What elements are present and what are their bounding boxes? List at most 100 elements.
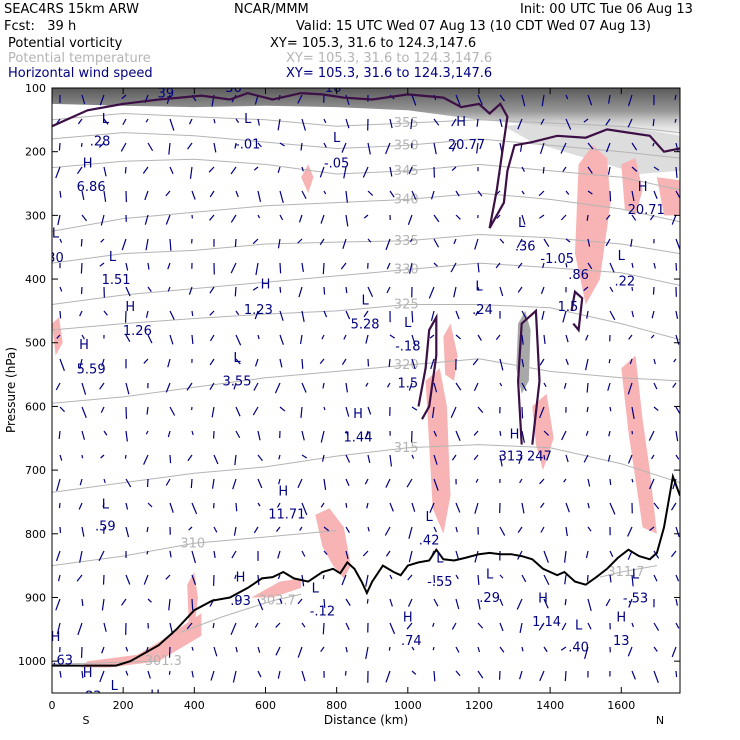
pv-label: H: [79, 338, 89, 353]
wind-vector: [279, 334, 284, 345]
wind-vector: [543, 238, 550, 247]
x-axis-title: Distance (km): [324, 713, 408, 727]
wind-vector: [342, 238, 347, 249]
wind-vector: [543, 598, 549, 609]
forecast-hour: Fcst: 39 h: [4, 19, 77, 34]
wind-vector: [499, 358, 504, 371]
pv-label: .40: [568, 641, 589, 656]
wind-vector: [564, 670, 567, 682]
pv-label: H: [638, 180, 648, 195]
wind-vector: [79, 358, 83, 370]
pv-label: -.01: [235, 138, 260, 153]
wind-speed-shade-12: [251, 578, 302, 598]
wind-vector: [257, 190, 262, 202]
wind-vector: [586, 214, 589, 221]
wind-vector: [587, 94, 593, 106]
x-tick-label: 1600: [607, 699, 635, 712]
theta-label-335: 335: [394, 234, 419, 249]
wind-vector: [165, 478, 171, 486]
wind-vector: [125, 334, 131, 343]
wind-vector: [653, 262, 656, 269]
wind-vector: [516, 598, 523, 610]
wind-vector: [233, 382, 237, 390]
wind-vector: [232, 478, 237, 490]
wind-vector: [564, 598, 567, 606]
wind-vector: [411, 502, 416, 512]
wind-vector: [385, 550, 391, 557]
wind-vector: [80, 238, 83, 247]
wind-vector: [517, 262, 523, 269]
wind-vector: [499, 526, 506, 536]
theta-contour-350: [52, 132, 680, 159]
wind-vector: [125, 526, 130, 538]
wind-vector: [519, 622, 523, 634]
wind-vector: [191, 310, 194, 317]
wind-vector: [362, 550, 369, 557]
wind-vector: [367, 526, 370, 532]
wind-vector: [653, 502, 660, 510]
y-tick-label: 600: [25, 400, 46, 413]
wind-vector: [455, 574, 459, 580]
wind-vector: [147, 598, 152, 603]
wind-vector: [231, 550, 237, 559]
wind-vector: [277, 118, 281, 131]
pv-label: H: [403, 611, 413, 626]
wind-vector: [474, 502, 479, 514]
theta-contour-325: [52, 304, 680, 341]
wind-vector: [477, 622, 484, 629]
wind-vector: [301, 550, 306, 557]
wind-vector: [433, 238, 440, 248]
wind-vector: [169, 166, 174, 174]
wind-vector: [584, 646, 589, 660]
wind-vector: [476, 142, 479, 154]
pv-label: H: [353, 407, 363, 422]
wind-vector: [301, 166, 304, 172]
wind-vector: [451, 622, 457, 630]
wind-vector: [389, 454, 393, 467]
wind-vector: [81, 670, 84, 679]
pv-shading-column: [516, 310, 531, 394]
wind-vector: [451, 454, 457, 461]
wind-vector: [252, 238, 259, 245]
wind-vector: [499, 598, 504, 606]
wind-vector: [406, 478, 413, 488]
wind-vector: [55, 550, 61, 562]
wind-vector: [389, 574, 393, 580]
theta-label-301.3: 301.3: [145, 654, 182, 669]
wind-vector: [450, 406, 457, 418]
wind-vector: [651, 454, 655, 460]
wind-vector: [543, 646, 548, 653]
wind-vector: [320, 646, 325, 653]
wind-vector: [234, 286, 237, 297]
wind-vector: [675, 622, 680, 629]
legend-potential-vorticity-xy: XY= 105.3, 31.6 to 124.3,147.6: [270, 36, 477, 51]
wind-vector: [587, 622, 592, 630]
wind-vector: [167, 430, 171, 438]
wind-vector: [521, 646, 524, 652]
wind-vector: [59, 406, 65, 413]
wind-vector: [367, 454, 371, 464]
wind-vector: [191, 646, 194, 651]
wind-vector: [388, 358, 391, 367]
wind-vector: [627, 118, 633, 128]
wind-vector: [609, 190, 612, 202]
y-tick-label: 300: [25, 209, 46, 222]
wind-vector: [609, 262, 615, 273]
wind-vector: [275, 646, 281, 656]
wind-vector: [276, 526, 281, 532]
wind-vector: [495, 334, 501, 341]
wind-speed-shade-10: [52, 317, 63, 356]
wind-vector: [607, 382, 611, 391]
terrain-line: [52, 472, 680, 667]
theta-contour-301.3: [52, 660, 159, 665]
pv-label: 20.77: [448, 138, 485, 153]
wind-vector: [100, 454, 105, 459]
wind-vector: [301, 310, 305, 322]
wind-vector: [169, 334, 174, 345]
pv-label: H: [150, 688, 160, 703]
wind-vector: [675, 166, 678, 178]
wind-vector: [323, 310, 328, 318]
wind-vector: [100, 214, 105, 226]
pv-label: 5.59: [77, 362, 106, 377]
